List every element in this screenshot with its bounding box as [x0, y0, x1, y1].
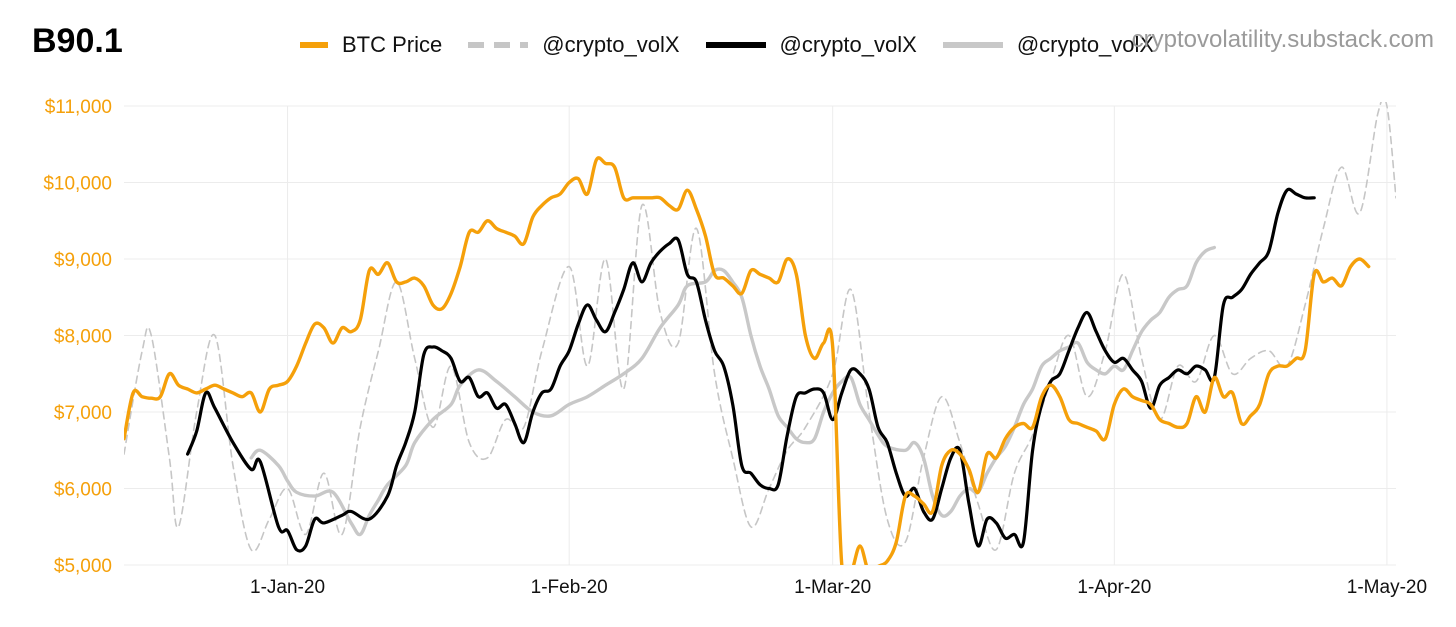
legend-item-btc-price: BTC Price [300, 32, 442, 58]
source-credit: cryptovolatility.substack.com [1131, 26, 1434, 53]
y-tick-label: $7,000 [54, 403, 112, 424]
series-btc-price [124, 156, 1371, 565]
legend-label-vol-gray: @crypto_volX [1016, 32, 1155, 57]
legend-item-vol-dashed: @crypto_volX [468, 32, 680, 58]
x-tick-label: 1-Mar-20 [794, 577, 871, 598]
legend-swatch-vol-gray [942, 42, 1003, 48]
legend-label-btc-price: BTC Price [342, 32, 443, 57]
legend-swatch-vol-dashed [468, 42, 529, 48]
series-vol-dashed [124, 102, 1396, 553]
legend-label-vol-black: @crypto_volX [779, 32, 917, 57]
y-tick-label: $6,000 [54, 480, 112, 501]
x-tick-label: 1-May-20 [1347, 577, 1427, 598]
y-tick-label: $8,000 [54, 327, 112, 348]
y-tick-label: $9,000 [54, 250, 112, 271]
legend-swatch-btc-price [300, 42, 328, 48]
x-tick-label: 1-Apr-20 [1077, 577, 1151, 598]
legend-item-vol-black: @crypto_volX [705, 32, 917, 58]
legend-label-vol-dashed: @crypto_volX [542, 32, 680, 57]
legend-item-vol-gray: @crypto_volX [942, 32, 1155, 58]
legend: BTC Price @crypto_volX @crypto_volX @cry… [300, 30, 1154, 60]
y-tick-label: $5,000 [54, 556, 112, 577]
y-tick-label: $10,000 [43, 174, 112, 195]
x-tick-label: 1-Feb-20 [531, 577, 608, 598]
legend-swatch-vol-black [705, 42, 766, 48]
series-vol-black [186, 187, 1316, 553]
y-tick-label: $11,000 [45, 97, 112, 118]
chart-title: B90.1 [32, 22, 123, 60]
x-tick-label: 1-Jan-20 [250, 577, 325, 598]
series-vol-gray [249, 245, 1216, 537]
